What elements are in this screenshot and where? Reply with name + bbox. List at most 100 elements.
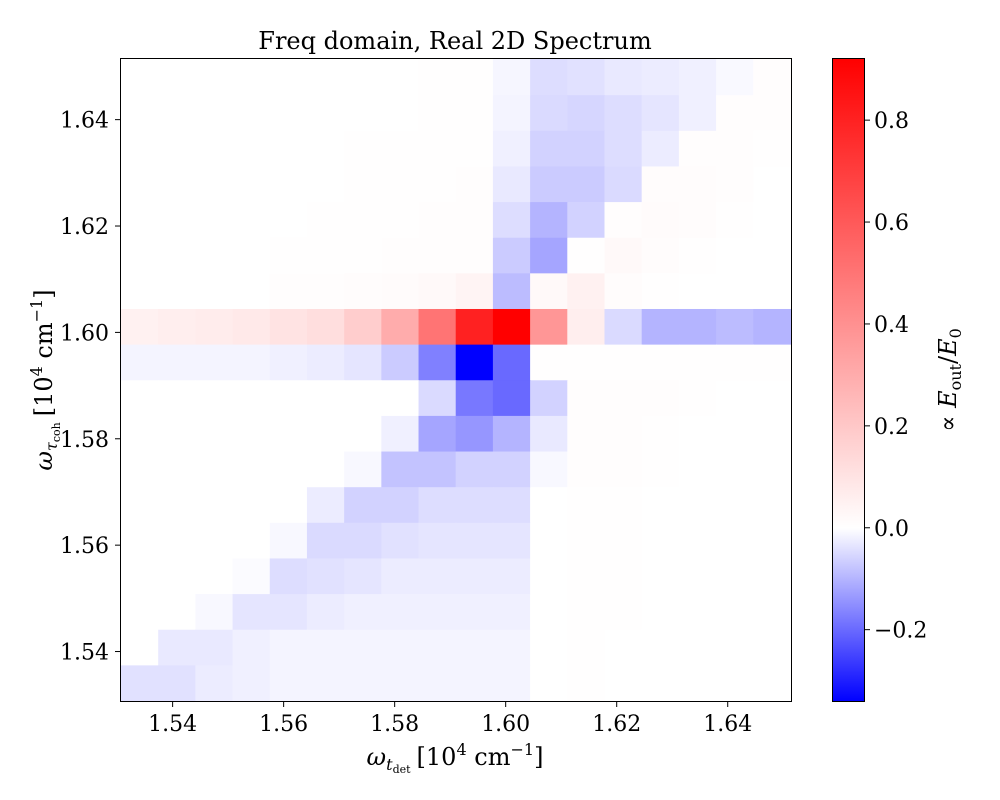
heatmap-cell [753,380,792,417]
heatmap-cell [492,558,531,595]
heatmap-cell [716,130,754,168]
heatmap-cell [678,344,717,381]
heatmap-cell [269,344,308,381]
heatmap-cell [716,415,754,453]
heatmap-cell [306,273,345,310]
heatmap-cell [232,594,271,631]
heatmap-cell [716,166,754,203]
heatmap-cell [455,237,494,274]
heatmap-cell [344,166,382,203]
y-tick-label: 1.64 [60,109,109,134]
heatmap-cell [716,308,754,346]
heatmap-cell [641,522,680,560]
heatmap-cell [306,166,345,203]
heatmap-cell [455,308,494,346]
heatmap-cell [381,130,420,168]
heatmap-cell [604,273,643,310]
heatmap-cell [195,558,234,595]
heatmap-cell [455,344,494,381]
heatmap-cell [678,237,717,274]
heatmap-cell [381,237,420,274]
heatmap-cell [306,202,345,239]
heatmap-cell [158,415,196,453]
heatmap-cell [232,380,271,417]
heatmap-cell [753,130,792,168]
heatmap-cell [492,344,531,381]
heatmap-cell [492,594,531,631]
heatmap-cell [492,629,531,666]
heatmap-cell [716,629,754,666]
heatmap-cell [306,665,345,702]
heatmap-cell [530,308,568,346]
heatmap-cell [678,59,717,96]
heatmap-cell [567,202,606,239]
heatmap-cell [567,594,606,631]
heatmap-cell [455,380,494,417]
y-axis-ticks: 1.54 1.56 1.58 1.60 1.62 1.64 [60,109,121,666]
heatmap-cell [455,451,494,488]
heatmap-cell [232,629,271,666]
heatmap-cell [344,202,382,239]
heatmap-cell [121,202,159,239]
heatmap-cell [232,665,271,702]
heatmap-cell [381,59,420,96]
heatmap-cell [678,451,717,488]
heatmap-cell [306,629,345,666]
heatmap-cell [232,130,271,168]
heatmap-cell [604,665,643,702]
heatmap-cell [455,415,494,453]
heatmap-cell [455,166,494,203]
heatmap-cell [158,594,196,631]
heatmap-cell [195,522,234,560]
heatmap-cell [716,487,754,524]
heatmap-cell [232,308,271,346]
heatmap-cell [678,95,717,132]
heatmap-cell [306,380,345,417]
heatmap-cell [492,202,531,239]
heatmap-cell [269,594,308,631]
heatmap-cell [269,451,308,488]
heatmap-cell [716,522,754,560]
heatmap-cell [344,665,382,702]
heatmap-cell [195,451,234,488]
heatmap-cell [344,451,382,488]
colorbar-tick-label: 0.2 [874,415,909,440]
heatmap-cell [678,130,717,168]
chart-title: Freq domain, Real 2D Spectrum [258,27,652,55]
heatmap-cell [530,202,568,239]
heatmap-cell [269,166,308,203]
heatmap-cell [306,344,345,381]
heatmap-cell [418,594,457,631]
x-axis-ticks: 1.54 1.56 1.58 1.60 1.62 1.64 [148,701,752,737]
heatmap-cell [418,273,457,310]
y-tick-label: 1.56 [60,534,109,559]
heatmap-cell [158,308,196,346]
heatmap-cell [195,487,234,524]
heatmap-cell [641,202,680,239]
heatmap-cell [455,130,494,168]
x-tick-label: 1.62 [592,712,641,737]
heatmap-cell [530,558,568,595]
heatmap-cell [678,308,717,346]
heatmap-cell [753,415,792,453]
heatmap-cell [195,380,234,417]
heatmap-cell [455,487,494,524]
heatmap-cell [121,59,159,96]
heatmap-cell [641,95,680,132]
heatmap-cell [306,130,345,168]
heatmap-cell [567,380,606,417]
heatmap-cell [418,237,457,274]
heatmap-cell [604,202,643,239]
heatmap-cell [306,415,345,453]
heatmap-cell [121,665,159,702]
heatmap-cell [753,237,792,274]
heatmap-cell [306,308,345,346]
heatmap-cell [716,594,754,631]
heatmap-cell [678,665,717,702]
heatmap-cell [753,558,792,595]
heatmap-cell [344,629,382,666]
heatmap-cell [455,629,494,666]
heatmap-cell [753,451,792,488]
heatmap-cell [195,308,234,346]
heatmap-cell [195,95,234,132]
